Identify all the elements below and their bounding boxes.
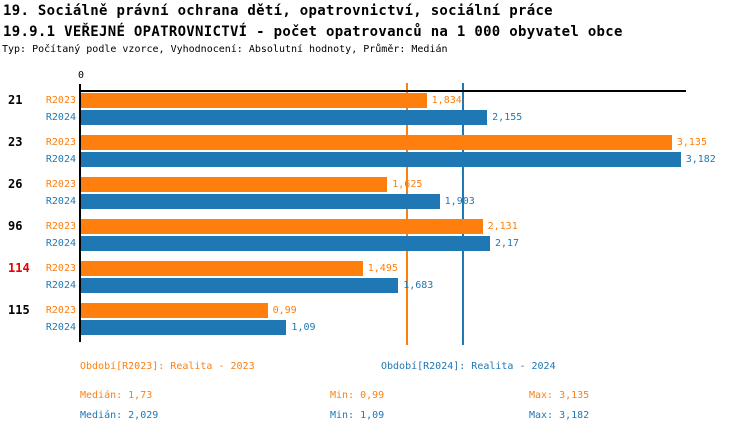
y-axis-line xyxy=(79,84,81,342)
stat-min-2024: Min: 1,09 xyxy=(330,410,385,421)
category-label: 96 xyxy=(8,219,23,233)
legend-period-2024: Období[R2024]: Realita - 2024 xyxy=(381,361,556,372)
series-label: R2023 xyxy=(45,221,76,232)
bar xyxy=(81,177,388,192)
stat-median-2023: Medián: 1,73 xyxy=(80,390,153,401)
bar-value-label: 0,99 xyxy=(272,305,297,316)
series-label: R2023 xyxy=(45,137,76,148)
series-label: R2023 xyxy=(45,263,76,274)
chart-title: 19.9.1 VEŘEJNÉ OPATROVNICTVÍ - počet opa… xyxy=(3,24,623,40)
category-label: 21 xyxy=(8,93,23,107)
series-label: R2023 xyxy=(45,305,76,316)
series-label: R2024 xyxy=(45,238,76,249)
series-label: R2024 xyxy=(45,112,76,123)
series-label: R2023 xyxy=(45,179,76,190)
bar xyxy=(81,135,672,150)
bar-value-label: 2,17 xyxy=(494,238,520,249)
chart-subtitle: Typ: Počítaný podle vzorce, Vyhodnocení:… xyxy=(2,44,448,55)
bar-value-label: 1,834 xyxy=(431,95,462,106)
category-label: 23 xyxy=(8,135,23,149)
stat-median-2024: Medián: 2,029 xyxy=(80,410,159,421)
bar-value-label: 3,182 xyxy=(685,154,716,165)
x-axis-origin-tick-label: 0 xyxy=(77,70,85,81)
bar xyxy=(81,278,399,293)
bar xyxy=(81,110,488,125)
bar xyxy=(81,194,440,209)
reference-line-median-2024 xyxy=(462,83,465,345)
stat-max-2023: Max: 3,135 xyxy=(529,390,590,401)
bar-value-label: 1,09 xyxy=(291,322,316,333)
series-label: R2024 xyxy=(45,154,76,165)
bar xyxy=(81,93,427,108)
bar xyxy=(81,219,483,234)
x-axis-line xyxy=(80,90,686,92)
bar xyxy=(81,303,268,318)
reference-line-median-2023 xyxy=(406,83,409,345)
page-title: 19. Sociálně právní ochrana dětí, opatro… xyxy=(3,3,553,19)
series-label: R2024 xyxy=(45,322,76,333)
category-label: 114 xyxy=(8,261,30,275)
bar-value-label: 1,903 xyxy=(444,196,475,207)
bar-value-label: 2,155 xyxy=(492,112,523,123)
series-label: R2023 xyxy=(45,95,76,106)
series-label: R2024 xyxy=(45,196,76,207)
bar-value-label: 3,135 xyxy=(676,137,707,148)
bar-value-label: 1,683 xyxy=(403,280,434,291)
bar-value-label: 1,495 xyxy=(367,263,398,274)
legend-period-2023: Období[R2023]: Realita - 2023 xyxy=(80,361,255,372)
bar xyxy=(81,261,363,276)
bar xyxy=(81,152,681,167)
series-label: R2024 xyxy=(45,280,76,291)
category-label: 115 xyxy=(8,303,30,317)
bar xyxy=(81,236,490,251)
bar xyxy=(81,320,287,335)
stat-max-2024: Max: 3,182 xyxy=(529,410,590,421)
bar-value-label: 1,625 xyxy=(392,179,423,190)
bar-value-label: 2,131 xyxy=(487,221,518,232)
stat-min-2023: Min: 0,99 xyxy=(330,390,385,401)
category-label: 26 xyxy=(8,177,23,191)
